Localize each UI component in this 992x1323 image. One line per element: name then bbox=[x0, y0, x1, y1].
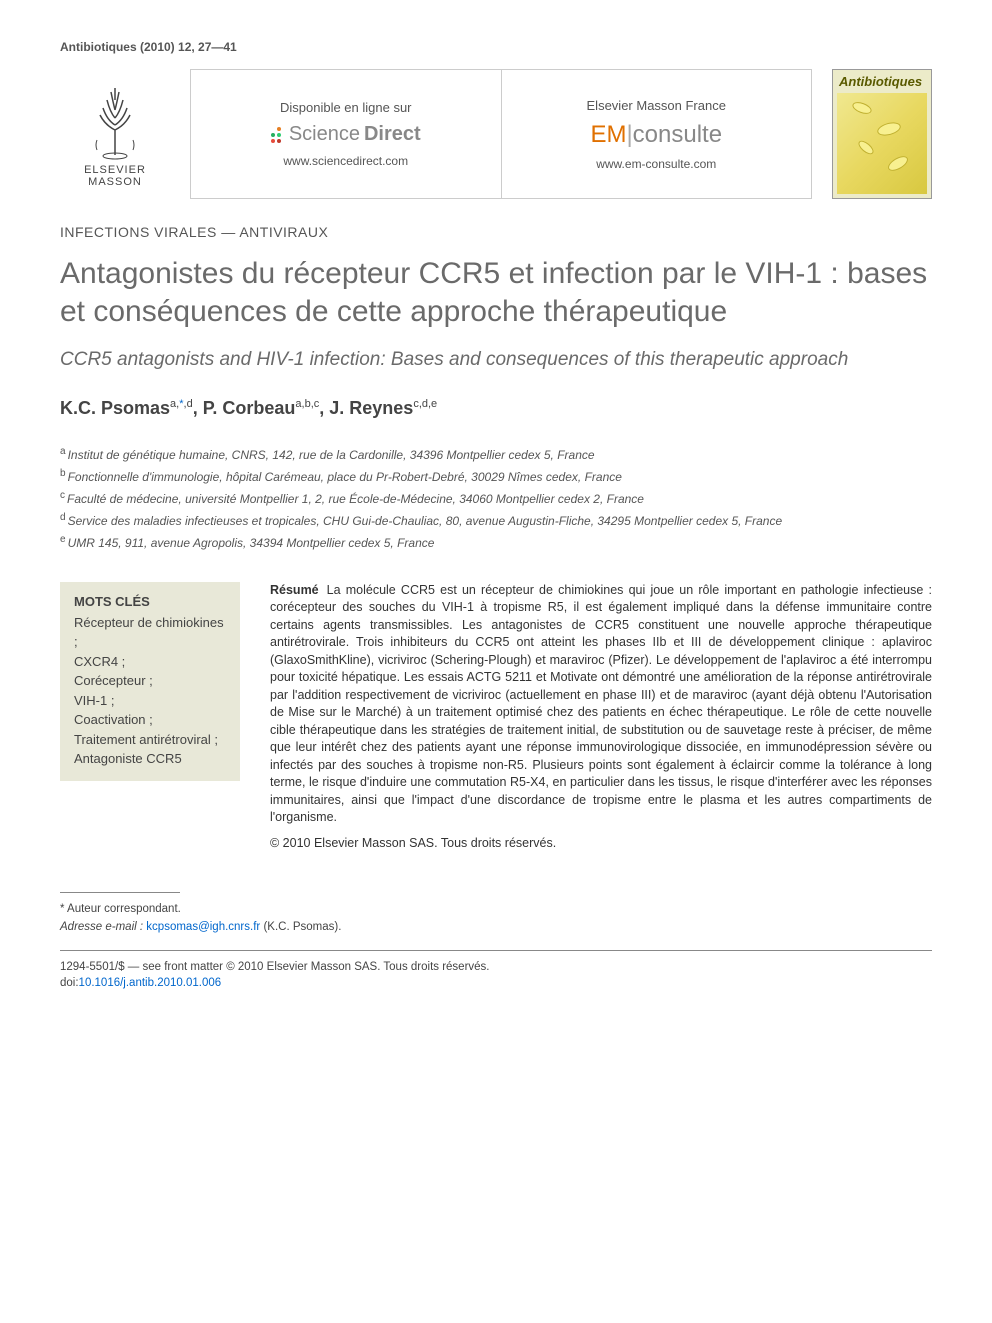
sites-box: Disponible en ligne sur bbox=[190, 69, 812, 199]
site-em-label: Elsevier Masson France bbox=[587, 98, 726, 113]
section-label: INFECTIONS VIRALES — ANTIVIRAUX bbox=[60, 224, 932, 240]
abstract-label: Résumé bbox=[270, 583, 319, 597]
em-url[interactable]: www.em-consulte.com bbox=[596, 157, 716, 171]
keywords-list: Récepteur de chimiokines ;CXCR4 ;Corécep… bbox=[74, 613, 226, 769]
abstract-row: MOTS CLÉS Récepteur de chimiokines ;CXCR… bbox=[60, 582, 932, 853]
sd-logo-light: Science bbox=[289, 123, 360, 146]
emconsulte-logo: EM|consulte bbox=[590, 121, 722, 149]
email-footnote: Adresse e-mail : kcpsomas@igh.cnrs.fr (K… bbox=[60, 919, 932, 935]
doi-label: doi: bbox=[60, 977, 79, 989]
site-emconsulte: Elsevier Masson France EM|consulte www.e… bbox=[501, 70, 812, 198]
publisher-sub: MASSON bbox=[88, 176, 142, 188]
sd-logo-bold: Direct bbox=[364, 123, 421, 146]
abstract-text: La molécule CCR5 est un récepteur de chi… bbox=[270, 583, 932, 825]
keywords-heading: MOTS CLÉS bbox=[74, 594, 226, 609]
sciencedirect-logo: ScienceDirect bbox=[271, 123, 421, 146]
sd-url[interactable]: www.sciencedirect.com bbox=[283, 154, 408, 168]
article-subtitle: CCR5 antagonists and HIV-1 infection: Ba… bbox=[60, 348, 932, 373]
cover-title: Antibiotiques bbox=[833, 70, 931, 93]
footer-doi: doi:10.1016/j.antib.2010.01.006 bbox=[60, 975, 932, 991]
affiliation: aInstitut de génétique humaine, CNRS, 14… bbox=[60, 444, 932, 464]
affiliation: cFaculté de médecine, université Montpel… bbox=[60, 488, 932, 508]
journal-reference: Antibiotiques (2010) 12, 27—41 bbox=[60, 40, 932, 54]
journal-cover: Antibiotiques bbox=[832, 69, 932, 199]
doi-link[interactable]: 10.1016/j.antib.2010.01.006 bbox=[79, 977, 222, 989]
affiliation: bFonctionnelle d'immunologie, hôpital Ca… bbox=[60, 466, 932, 486]
sd-dot bbox=[277, 127, 281, 131]
affiliation: eUMR 145, 911, avenue Agropolis, 34394 M… bbox=[60, 532, 932, 552]
footer-separator bbox=[60, 950, 932, 951]
elsevier-tree-icon bbox=[85, 80, 145, 160]
corresponding-footnote: * Auteur correspondant. bbox=[60, 901, 932, 917]
sd-dot bbox=[271, 127, 275, 131]
email-link[interactable]: kcpsomas@igh.cnrs.fr bbox=[146, 921, 260, 933]
authors-line: K.C. Psomasa,*,d, P. Corbeaua,b,c, J. Re… bbox=[60, 398, 932, 419]
keywords-box: MOTS CLÉS Récepteur de chimiokines ;CXCR… bbox=[60, 582, 240, 781]
footer: 1294-5501/$ — see front matter © 2010 El… bbox=[60, 959, 932, 991]
footnotes-separator bbox=[60, 892, 180, 893]
header-row: ELSEVIER MASSON Disponible en ligne sur bbox=[60, 69, 932, 199]
article-title: Antagonistes du récepteur CCR5 et infect… bbox=[60, 255, 932, 330]
sd-dot bbox=[271, 133, 275, 137]
abstract-column: RésuméLa molécule CCR5 est un récepteur … bbox=[270, 582, 932, 853]
footnotes: * Auteur correspondant. Adresse e-mail :… bbox=[60, 901, 932, 935]
sd-dot bbox=[271, 139, 275, 143]
email-label: Adresse e-mail : bbox=[60, 921, 143, 933]
site-sciencedirect: Disponible en ligne sur bbox=[191, 70, 501, 198]
em-suffix: consulte bbox=[633, 121, 722, 148]
publisher-name: ELSEVIER bbox=[84, 164, 146, 176]
sd-dot bbox=[277, 139, 281, 143]
sd-dot bbox=[277, 133, 281, 137]
footer-line1: 1294-5501/$ — see front matter © 2010 El… bbox=[60, 959, 932, 975]
site-sd-label: Disponible en ligne sur bbox=[280, 100, 412, 115]
affiliations: aInstitut de génétique humaine, CNRS, 14… bbox=[60, 444, 932, 552]
abstract-copyright: © 2010 Elsevier Masson SAS. Tous droits … bbox=[270, 835, 932, 853]
em-prefix: EM bbox=[590, 121, 626, 148]
sd-dots-icon bbox=[271, 127, 281, 143]
affiliation: dService des maladies infectieuses et tr… bbox=[60, 510, 932, 530]
cover-image bbox=[837, 93, 927, 194]
email-author: (K.C. Psomas). bbox=[263, 921, 341, 933]
publisher-logo: ELSEVIER MASSON bbox=[60, 69, 170, 199]
